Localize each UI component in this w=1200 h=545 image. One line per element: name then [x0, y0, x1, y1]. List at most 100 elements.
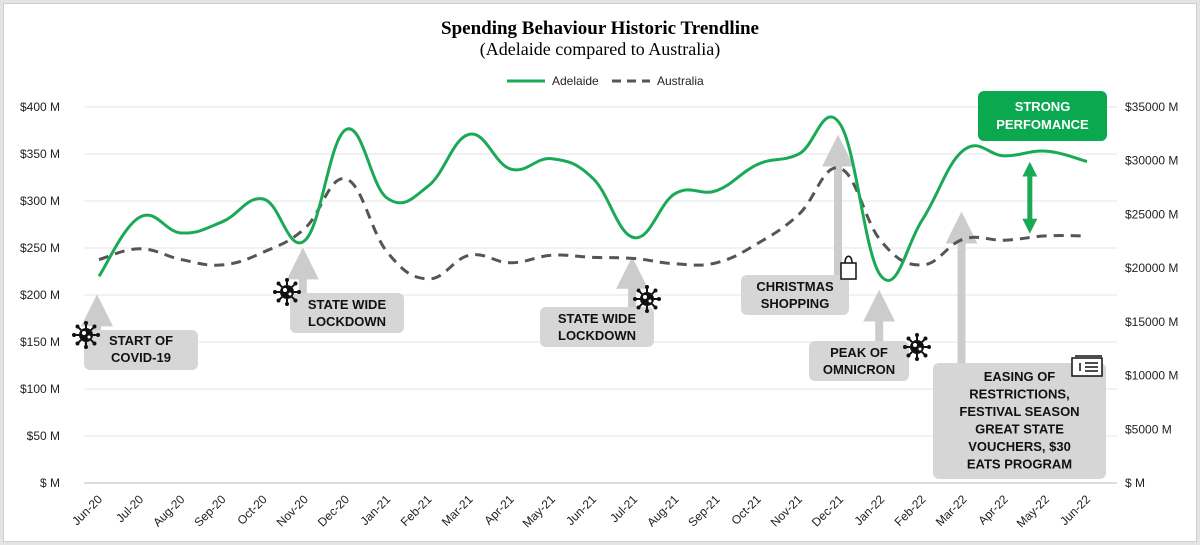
australia-point: [139, 247, 142, 250]
virus-body: [280, 285, 294, 299]
virus-spike-tip: [273, 290, 277, 294]
annotation-box: [540, 307, 654, 347]
adelaide-point: [715, 189, 718, 192]
annotation-text: OMNICRON: [823, 362, 895, 377]
left-tick-label: $100 M: [20, 382, 60, 396]
adelaide-point: [221, 220, 224, 223]
adelaide-point: [1086, 160, 1089, 163]
x-tick-label: Jun-21: [563, 492, 599, 528]
australia-point: [221, 263, 224, 266]
australia-point: [468, 254, 471, 257]
virus-spike-tip: [906, 353, 911, 358]
x-tick-label: Sep-21: [685, 492, 722, 529]
virus-body: [79, 328, 93, 342]
legend: Adelaide Australia: [507, 74, 704, 88]
annotation-box: [84, 330, 198, 370]
chart-title: Spending Behaviour Historic Trendline: [441, 18, 759, 39]
australia-point: [550, 254, 553, 257]
australia-point: [592, 256, 595, 259]
annotation-box: [741, 275, 849, 315]
x-tick-label: Dec-20: [315, 492, 352, 529]
x-tick-label: Nov-21: [768, 492, 805, 529]
x-tick-label: Jun-22: [1057, 492, 1093, 528]
virus-spike-tip: [645, 285, 649, 289]
right-tick-label: $ M: [1125, 476, 1145, 490]
x-tick-label: May-22: [1014, 492, 1052, 530]
annotation-text: EASING OF: [984, 369, 1056, 384]
australia-point: [921, 263, 924, 266]
annotation-text: STATE WIDE: [558, 311, 637, 326]
virus-spike-tip: [657, 297, 661, 301]
virus-spot: [643, 295, 647, 299]
annotation-box: [933, 363, 1106, 479]
chart-frame: Spending Behaviour Historic Trendline (A…: [3, 3, 1197, 542]
virus-spike-tip: [276, 298, 281, 303]
left-tick-label: $350 M: [20, 147, 60, 161]
annotation-strong: STRONG PERFOMANCE: [978, 91, 1107, 141]
virus-spike-tip: [293, 281, 298, 286]
annotation-text: EATS PROGRAM: [967, 457, 1072, 472]
annotation-text: GREAT STATE: [975, 422, 1064, 437]
chart-subtitle: (Adelaide compared to Australia): [480, 39, 720, 60]
australia-point: [880, 240, 883, 243]
right-tick-label: $35000 M: [1125, 100, 1178, 114]
virus-spot: [82, 331, 86, 335]
annotation-text: PEAK OF: [830, 345, 888, 360]
adelaide-point: [98, 275, 101, 278]
australia-point: [509, 261, 512, 264]
left-axis: $ M $50 M $100 M $150 M $200 M $250 M $300 M $3…: [20, 100, 60, 490]
australia-point: [262, 251, 265, 254]
x-axis: Jun-20 Jul-20 Aug-20 Sep-20 Oct-20 Nov-20 Dec-…: [69, 492, 1093, 530]
annotation-text: COVID-19: [111, 350, 171, 365]
right-axis: $ M $5000 M $10000 M $15000 M $20000 M $25000…: [1125, 100, 1178, 490]
x-tick-label: Oct-20: [234, 492, 270, 528]
adelaide-point: [427, 184, 430, 187]
annotation-text: CHRISTMAS: [756, 279, 834, 294]
virus-spike-tip: [645, 309, 649, 313]
x-tick-label: Jul-20: [113, 492, 146, 525]
annotation-text: RESTRICTIONS,: [969, 387, 1069, 402]
virus-icon: [273, 278, 301, 306]
virus-icon: [633, 285, 661, 313]
australia-point: [633, 257, 636, 260]
virus-spike-tip: [84, 321, 88, 325]
virus-spike-tip: [923, 336, 928, 341]
virus-spike-tip: [276, 281, 281, 286]
virus-spike-tip: [923, 353, 928, 358]
annotation-text: LOCKDOWN: [558, 328, 636, 343]
annotation-lockdown-1: STATE WIDE LOCKDOWN: [290, 293, 404, 333]
virus-spike-tip: [927, 345, 931, 349]
australia-point: [345, 177, 348, 180]
virus-spike-tip: [285, 302, 289, 306]
adelaide-point: [550, 157, 553, 160]
australia-point: [303, 227, 306, 230]
adelaide-point: [921, 218, 924, 221]
adelaide-point: [797, 153, 800, 156]
left-tick-label: $300 M: [20, 194, 60, 208]
adelaide-point: [386, 197, 389, 200]
australia-point: [386, 251, 389, 254]
adelaide-point: [839, 122, 842, 125]
annotation-christmas: CHRISTMAS SHOPPING: [741, 275, 849, 315]
annotation-text: FESTIVAL SEASON: [959, 404, 1079, 419]
left-tick-label: $250 M: [20, 241, 60, 255]
virus-spike-tip: [915, 333, 919, 337]
right-tick-label: $10000 M: [1125, 369, 1178, 383]
annotation-box: [978, 91, 1107, 141]
x-tick-label: Mar-22: [933, 492, 970, 529]
adelaide-point: [756, 163, 759, 166]
annotation-text: START OF: [109, 333, 173, 348]
adelaide-point: [303, 239, 306, 242]
australia-point: [839, 167, 842, 170]
x-tick-label: Jul-21: [607, 492, 640, 525]
adelaide-point: [880, 275, 883, 278]
annotation-lockdown-2: STATE WIDE LOCKDOWN: [540, 307, 654, 347]
annotation-text: VOUCHERS, $30: [968, 439, 1071, 454]
x-tick-label: May-21: [520, 492, 558, 530]
x-tick-label: Feb-22: [892, 492, 929, 529]
virus-spike-tip: [285, 278, 289, 282]
x-tick-label: Apr-21: [481, 492, 517, 528]
right-tick-label: $30000 M: [1125, 154, 1178, 168]
virus-spike-tip: [75, 324, 80, 329]
